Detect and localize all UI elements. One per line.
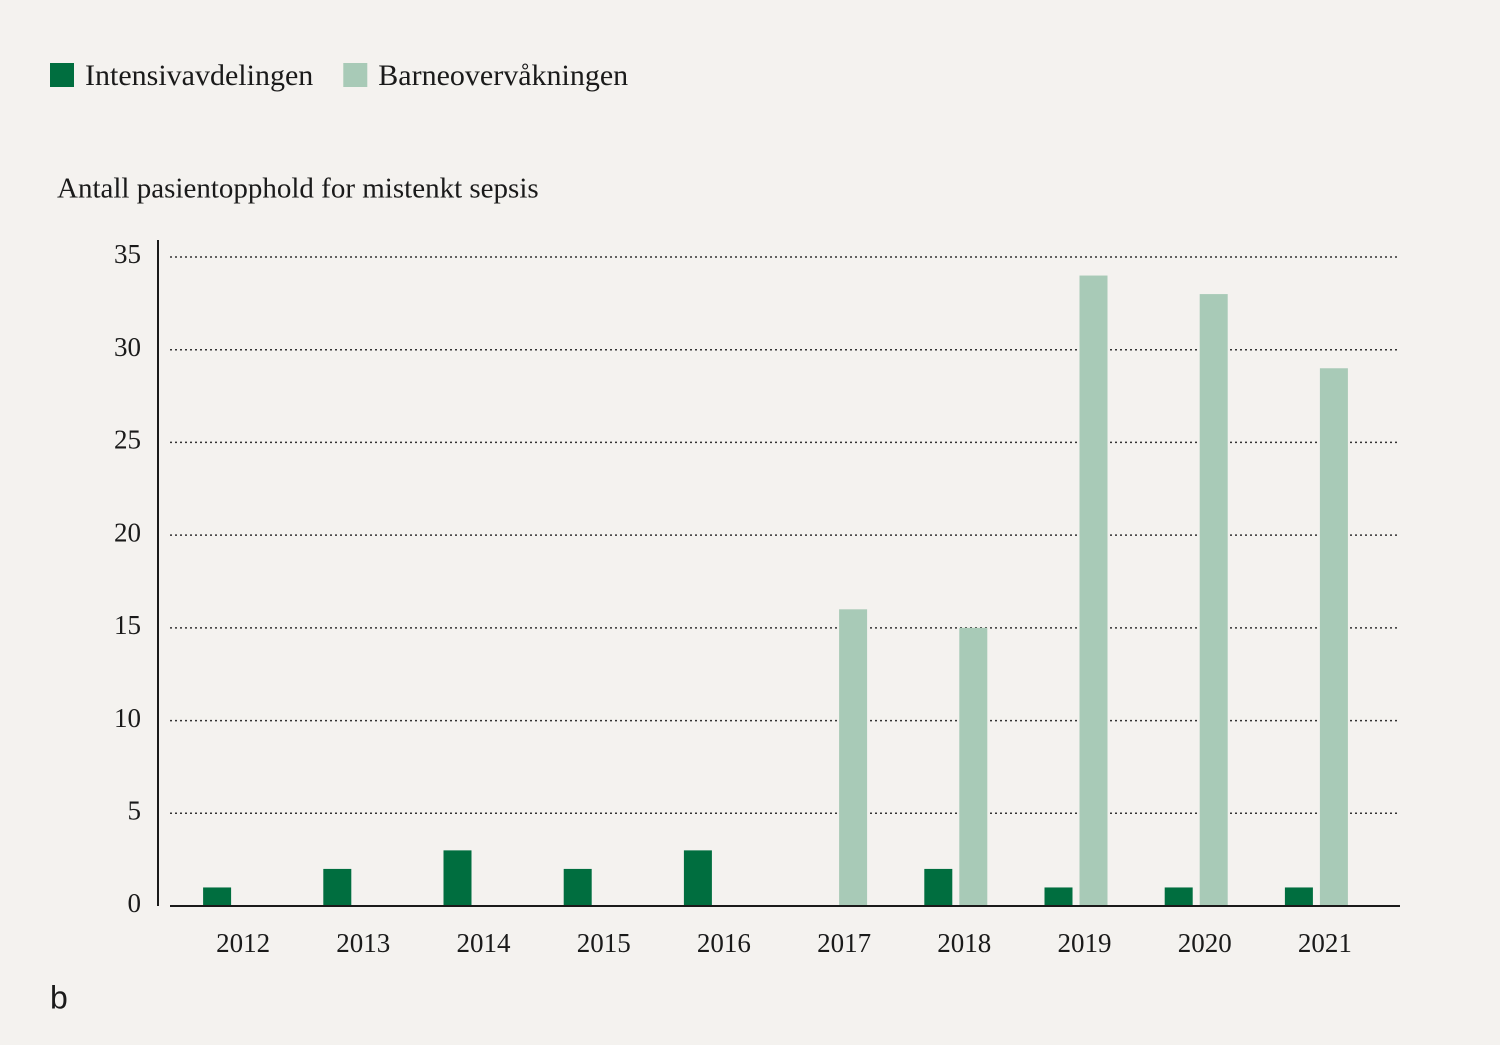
y-tick-label: 10 [114, 703, 141, 733]
x-tick-label: 2012 [216, 928, 270, 958]
panel-label: b [50, 979, 68, 1015]
y-tick-label: 15 [114, 610, 141, 640]
bar [1164, 887, 1193, 906]
y-tick-label: 25 [114, 425, 141, 455]
y-tick-label: 5 [128, 795, 142, 825]
y-tick-label: 20 [114, 517, 141, 547]
bar [443, 850, 472, 906]
x-tick-label: 2017 [817, 928, 871, 958]
y-tick-label: 30 [114, 332, 141, 362]
bar [1079, 275, 1108, 906]
x-tick-label: 2014 [457, 928, 512, 958]
x-tick-label: 2016 [697, 928, 751, 958]
bar [323, 868, 352, 906]
bar [1199, 294, 1228, 907]
x-tick-label: 2013 [336, 928, 390, 958]
bar [959, 627, 988, 906]
bar [1319, 368, 1348, 906]
bar [563, 868, 592, 906]
x-tick-label: 2021 [1298, 928, 1352, 958]
bar [1044, 887, 1073, 906]
y-tick-label: 35 [114, 239, 141, 269]
y-axis-label: Antall pasientopphold for mistenkt sepsi… [57, 173, 539, 205]
x-tick-label: 2020 [1178, 928, 1232, 958]
bar [203, 887, 232, 906]
legend-label: Barneovervåkningen [378, 59, 628, 92]
x-tick-label: 2019 [1058, 928, 1112, 958]
y-tick-label: 0 [128, 888, 142, 918]
x-tick-label: 2018 [937, 928, 991, 958]
legend-label: Intensivavdelingen [85, 59, 313, 92]
x-tick-label: 2015 [577, 928, 631, 958]
bar [924, 868, 953, 906]
bar [839, 609, 868, 906]
bar [683, 850, 712, 906]
legend-swatch [343, 63, 368, 87]
legend-swatch [50, 63, 74, 87]
bar [1284, 887, 1313, 906]
